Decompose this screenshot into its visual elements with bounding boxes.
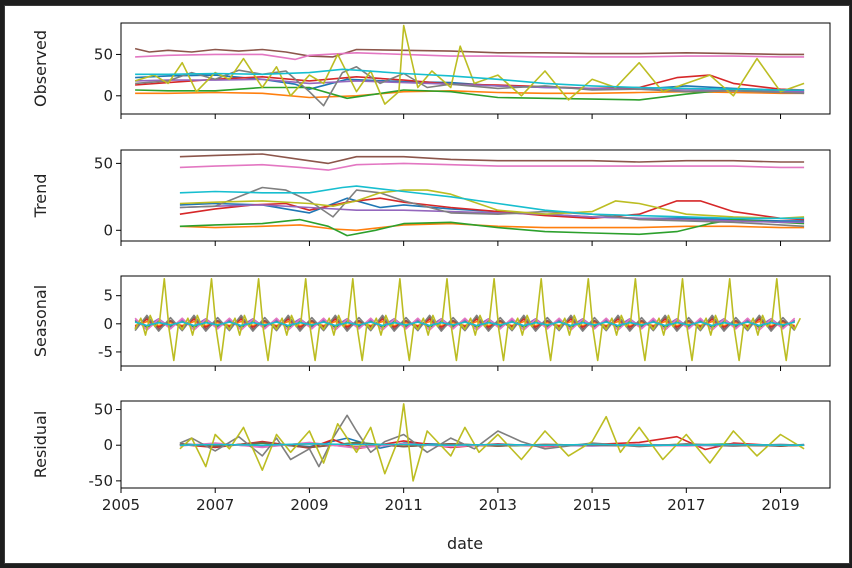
panel-residual-series [179, 403, 805, 482]
y-tick-label: 50 [94, 401, 113, 419]
y-axis-label: Seasonal [31, 285, 50, 357]
y-tick-label: 0 [103, 436, 113, 454]
series-line-7 [135, 51, 805, 61]
x-tick-label: 2009 [290, 496, 328, 514]
axes-frame [120, 22, 831, 115]
panel-seasonal: -5 0 5 Seasonal [31, 275, 831, 371]
series-line-5 [179, 204, 805, 224]
series-line-8 [134, 314, 796, 332]
panel-trend-series [179, 153, 805, 237]
chart-frame: date 0 50 Observed 0 50 Trend -5 0 5 Seasonal -50 0… [4, 5, 850, 564]
series-line-4 [179, 197, 805, 221]
series-line-7 [134, 317, 796, 331]
x-tick-label: 2011 [385, 496, 423, 514]
series-line-10 [179, 442, 805, 447]
series-line-6 [179, 153, 805, 165]
series-line-5 [135, 78, 805, 93]
axes-frame [120, 149, 831, 242]
x-axis-label: date [447, 534, 483, 553]
x-tick-label: 2015 [573, 496, 611, 514]
y-tick-label: 50 [94, 154, 113, 172]
panel-observed-series [134, 24, 805, 107]
y-tick-label: 50 [94, 45, 113, 63]
x-tick-label: 2019 [761, 496, 799, 514]
panel-observed: 0 50 Observed [31, 22, 831, 119]
x-tick-label: 2005 [102, 496, 140, 514]
y-tick-label: 0 [103, 221, 113, 239]
series-line-10 [134, 321, 795, 327]
y-axis-label: Residual [31, 411, 50, 479]
panel-seasonal-series [134, 277, 802, 362]
series-line-6 [134, 47, 805, 58]
series-line-4 [135, 74, 805, 91]
panel-trend: 0 50 Trend [31, 149, 831, 246]
y-tick-label: 0 [103, 87, 113, 105]
y-tick-label: -50 [89, 472, 114, 490]
x-tick-label: 2007 [196, 496, 234, 514]
y-tick-label: 0 [103, 315, 113, 333]
seasonal-decomposition-chart: date 050Observed050Trend-505Seasonal-500… [31, 22, 831, 553]
y-axis-label: Trend [31, 174, 50, 219]
x-tick-label: 2017 [667, 496, 705, 514]
y-tick-label: -5 [98, 343, 113, 361]
x-tick-label: 2013 [479, 496, 517, 514]
series-line-3 [179, 218, 805, 237]
axes-frame [120, 400, 831, 489]
series-line-10 [135, 68, 805, 91]
y-axis-label: Observed [31, 30, 50, 107]
series-line-7 [179, 162, 805, 171]
axes-frame [120, 275, 831, 367]
series-line-8 [179, 186, 805, 228]
series-line-9 [179, 189, 805, 220]
series-line-9 [179, 403, 805, 482]
series-line-9 [134, 277, 802, 362]
series-line-10 [179, 185, 805, 220]
series-line-9 [134, 24, 805, 105]
panel-residual: -50 0 50 2005 2007 2009 2011 2013 2015 2017 2019 Re… [31, 400, 831, 514]
y-tick-label: 5 [103, 287, 113, 305]
